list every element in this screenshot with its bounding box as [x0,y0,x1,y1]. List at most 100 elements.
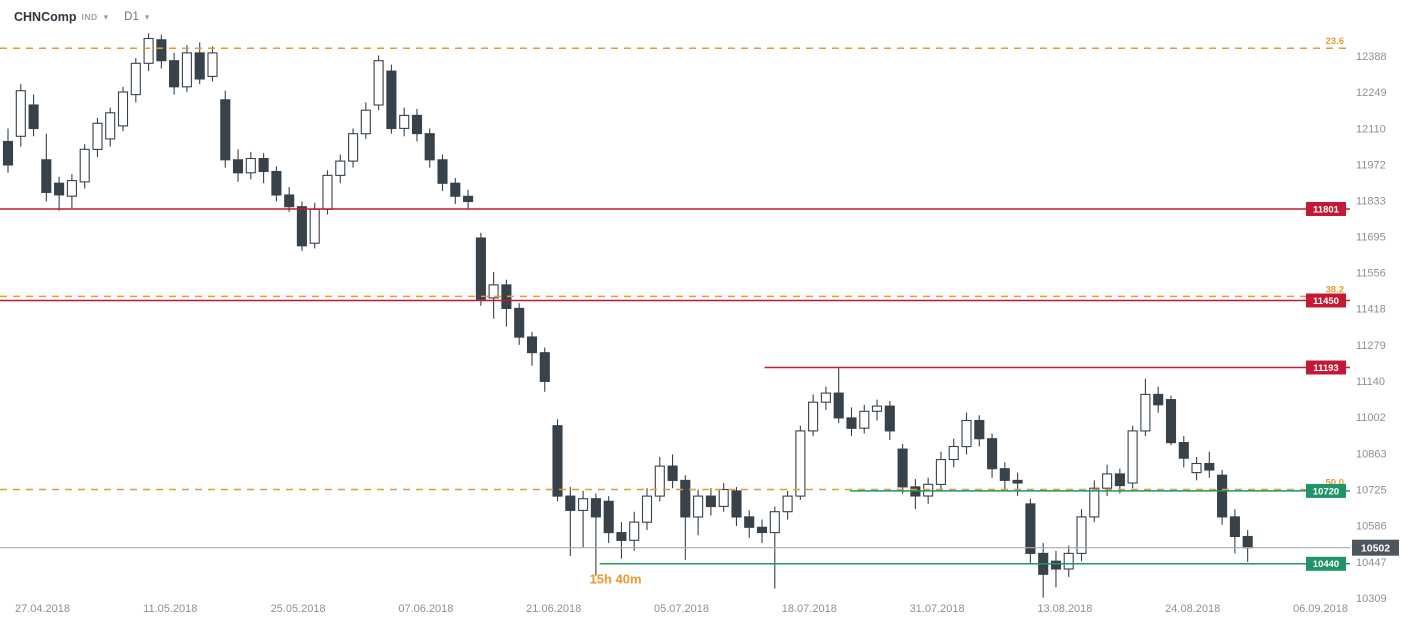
candle[interactable] [463,189,474,210]
candle[interactable] [54,176,65,211]
candle[interactable] [1229,509,1240,554]
candle[interactable] [411,108,423,142]
candle[interactable] [1038,543,1049,598]
candle[interactable] [667,454,678,489]
candle[interactable] [1127,425,1138,489]
candle[interactable] [1153,386,1164,413]
candle[interactable] [539,347,550,392]
candle[interactable] [987,433,998,478]
candle[interactable] [552,419,563,502]
candle[interactable] [373,55,384,111]
candle[interactable] [284,187,295,212]
candle[interactable] [1204,451,1215,478]
candle[interactable] [1242,530,1253,562]
candle[interactable] [654,457,665,502]
candle[interactable] [335,154,346,184]
candle[interactable] [693,489,704,536]
price-line-11450[interactable]: 11450 [0,293,1350,308]
candle[interactable] [616,522,627,559]
candle[interactable] [79,144,90,189]
candle[interactable] [1217,470,1228,525]
candle[interactable] [143,33,154,72]
candle[interactable] [961,412,972,455]
candle[interactable] [2,128,14,173]
symbol-name[interactable]: CHNComp [14,10,77,24]
candle[interactable] [782,490,793,520]
candle[interactable] [424,128,435,168]
candle[interactable] [450,178,461,205]
candle[interactable] [948,438,959,468]
candle[interactable] [92,118,103,158]
candle[interactable] [718,483,729,512]
candle[interactable] [1191,457,1202,481]
candle[interactable] [820,386,831,410]
candle[interactable] [1178,436,1189,468]
candle[interactable] [386,64,397,134]
candle[interactable] [756,519,768,544]
candle[interactable] [884,400,895,440]
candle[interactable] [169,52,180,95]
timeframe-selector[interactable]: D1 [124,11,139,23]
candle[interactable] [1050,550,1062,588]
candle[interactable] [181,45,192,92]
chevron-down-icon[interactable]: ▾ [144,11,150,22]
candle[interactable] [590,493,601,576]
candle[interactable] [680,475,691,560]
price-line-11801[interactable]: 11801 [0,202,1350,216]
candle[interactable] [578,490,589,549]
candle[interactable] [808,394,819,437]
price-line-50.0[interactable]: 50.0 [0,478,1350,491]
candle[interactable] [348,128,359,168]
price-line-23.6[interactable]: 23.6 [0,36,1350,49]
candle[interactable] [41,133,52,202]
candle[interactable] [935,451,946,491]
candle[interactable] [1076,509,1087,562]
candle[interactable] [1063,545,1074,577]
price-line-10720[interactable]: 10720 [850,483,1350,498]
candle[interactable] [194,42,205,85]
price-line-10502[interactable]: 10502 [0,539,1399,556]
candle[interactable] [271,166,282,202]
candle[interactable] [871,399,883,421]
candle[interactable] [744,510,755,538]
candle[interactable] [399,107,410,137]
candle[interactable] [15,84,26,147]
candle[interactable] [437,154,448,192]
candle[interactable] [220,90,231,168]
candle[interactable] [526,331,538,366]
candle[interactable] [859,404,870,434]
candle[interactable] [488,271,499,319]
candle[interactable] [501,279,512,327]
price-line-10440[interactable]: 10440 [599,556,1350,571]
candle[interactable] [846,407,857,437]
candle[interactable] [360,102,371,139]
candle[interactable] [258,153,269,184]
price-line-38.2[interactable]: 38.2 [0,284,1350,298]
candle[interactable] [910,479,921,510]
candle[interactable] [1140,378,1151,437]
candle[interactable] [207,46,218,82]
candle[interactable] [999,462,1010,491]
candle[interactable] [629,511,640,551]
candle[interactable] [117,86,129,132]
candle[interactable] [475,232,486,306]
candle[interactable] [1025,498,1036,564]
candle[interactable] [731,486,742,526]
candle[interactable] [156,34,167,69]
candle[interactable] [130,58,141,103]
candle[interactable] [565,486,576,556]
candle[interactable] [232,149,244,182]
candle[interactable] [1165,395,1177,446]
candle[interactable] [603,496,614,543]
candle[interactable] [705,488,716,516]
candle[interactable] [514,303,525,345]
candle[interactable] [974,415,985,447]
candle[interactable] [897,443,908,494]
candle[interactable] [795,425,806,500]
candle[interactable] [245,151,256,180]
candle[interactable] [66,174,77,208]
candle[interactable] [28,94,39,137]
candle[interactable] [1089,480,1100,523]
candle[interactable] [1012,472,1023,497]
